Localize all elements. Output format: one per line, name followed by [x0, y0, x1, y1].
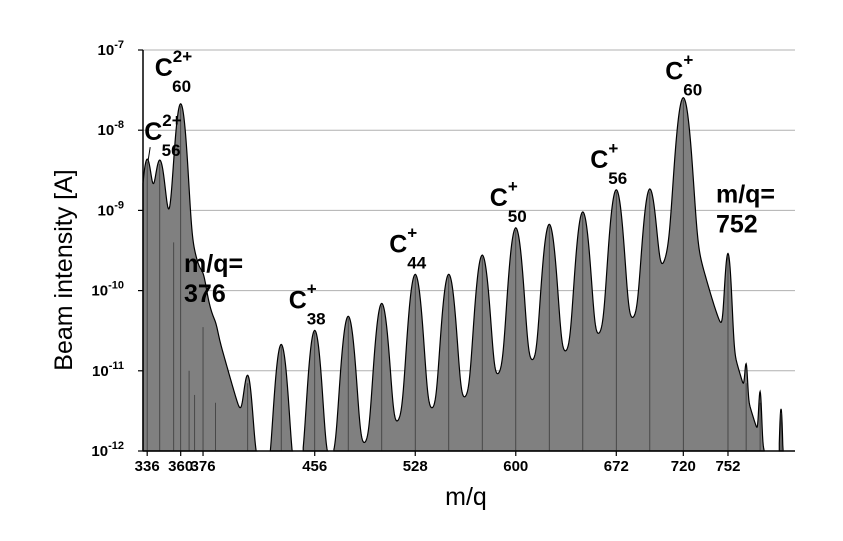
- y-axis-label: Beam intensity [A]: [50, 169, 78, 370]
- annotation-arrow: [147, 147, 151, 161]
- x-tick-label: 360: [168, 458, 193, 475]
- peak-annotation: m/q=: [716, 180, 775, 208]
- x-tick-label: 672: [604, 458, 629, 475]
- x-tick-label: 376: [191, 458, 216, 475]
- axes: [142, 50, 795, 452]
- peak-annotation: C+ 60: [665, 51, 702, 100]
- y-tick-label: 10-7: [98, 39, 124, 59]
- peak-annotation: C2+ 60: [155, 47, 193, 96]
- x-tick-label: 752: [715, 458, 740, 475]
- y-tick-labels: 10-12 10-11 10-10 10-9 10-8 10-7: [91, 39, 143, 460]
- peak-annotation: C+ 56: [590, 139, 627, 188]
- x-tick-label: 528: [403, 458, 428, 475]
- spectrum-fill: [142, 97, 784, 452]
- peak-annotation: C+ 50: [490, 177, 527, 226]
- peak-annotation: 376: [184, 280, 226, 308]
- x-axis-label: m/q: [445, 483, 487, 511]
- peak-annotation: C2+ 56: [144, 111, 182, 160]
- x-tick-label: 720: [671, 458, 696, 475]
- y-tick-label: 10-12: [91, 440, 124, 460]
- spectrum-area: [142, 97, 784, 452]
- x-tick-label: 600: [503, 458, 528, 475]
- y-tick-label: 10-9: [98, 199, 124, 219]
- peak-annotation: C+ 38: [289, 280, 326, 329]
- y-tick-label: 10-11: [92, 360, 124, 380]
- x-tick-label: 336: [135, 458, 160, 475]
- y-tick-label: 10-10: [91, 280, 124, 300]
- x-tick-label: 456: [302, 458, 327, 475]
- peak-annotation: m/q=: [184, 250, 243, 278]
- peak-annotation: 752: [716, 210, 758, 238]
- peak-annotation: C+ 44: [389, 223, 426, 272]
- y-tick-label: 10-8: [98, 119, 124, 139]
